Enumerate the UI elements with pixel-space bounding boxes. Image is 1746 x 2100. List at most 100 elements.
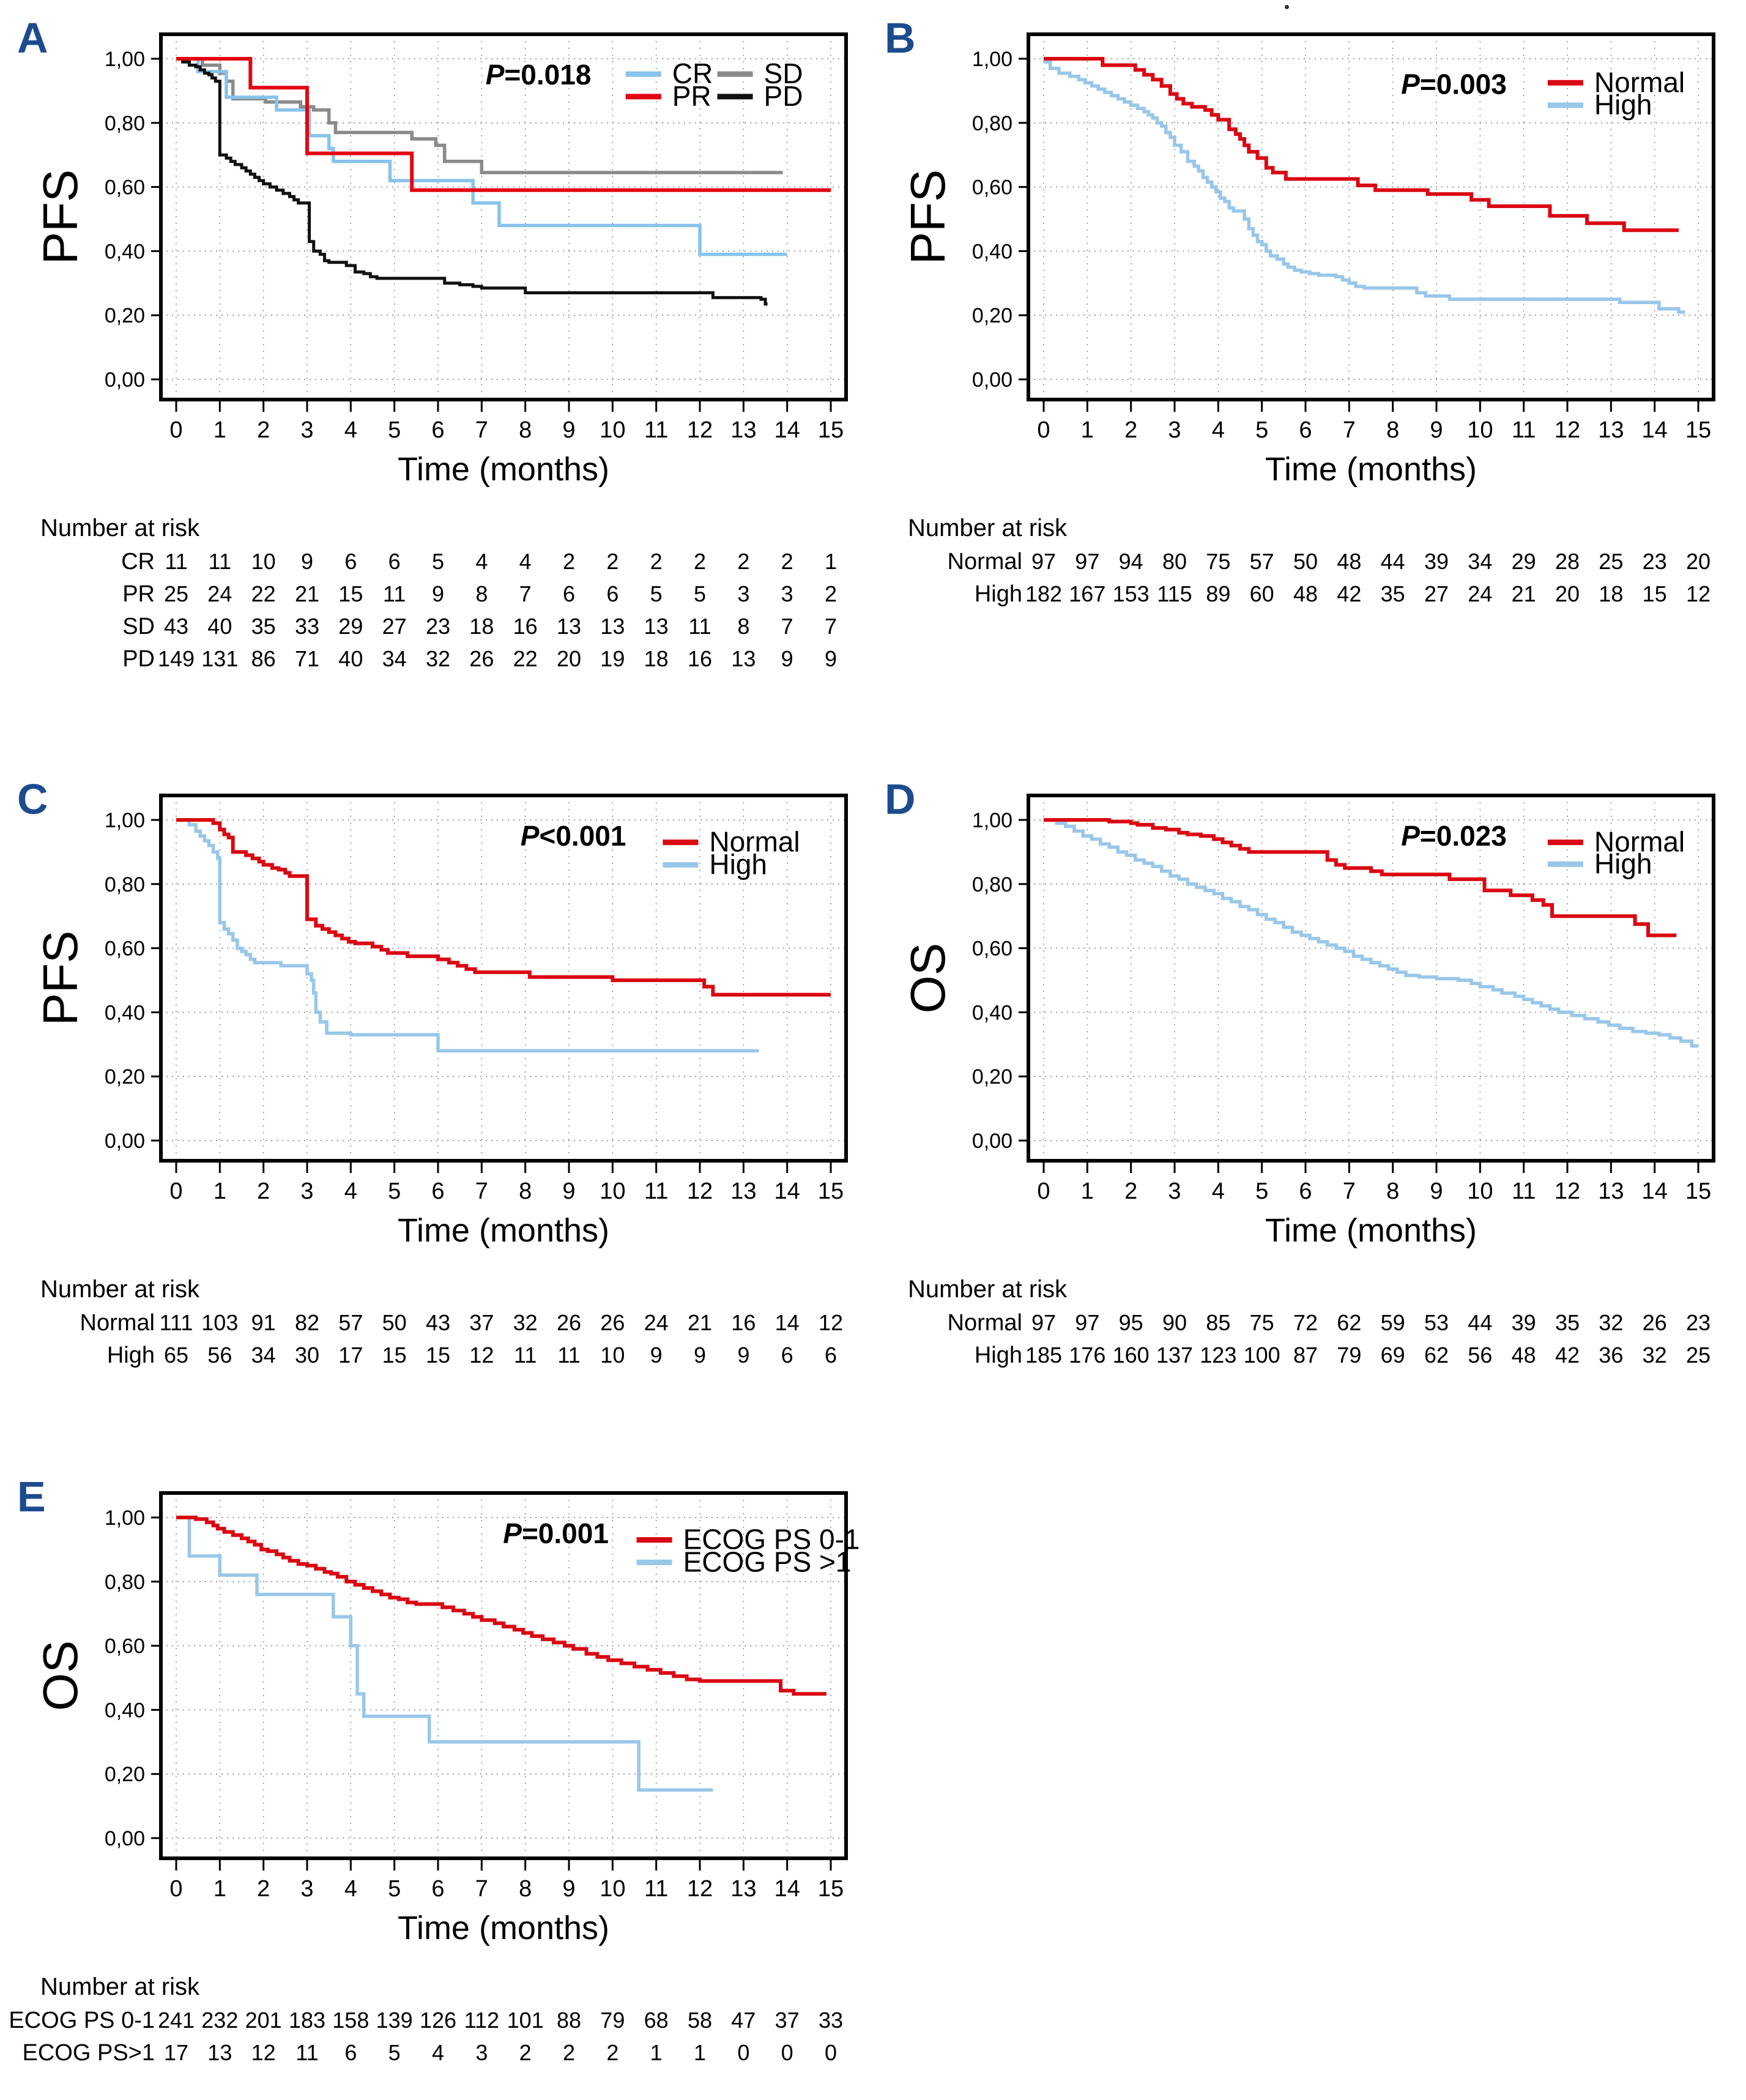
svg-text:9: 9 bbox=[562, 1178, 575, 1204]
svg-text:97: 97 bbox=[1075, 549, 1099, 574]
svg-text:131: 131 bbox=[201, 646, 238, 671]
svg-text:97: 97 bbox=[1031, 1310, 1056, 1335]
svg-text:0,80: 0,80 bbox=[972, 873, 1012, 896]
svg-text:Time (months): Time (months) bbox=[1265, 1212, 1477, 1249]
svg-text:3: 3 bbox=[300, 1178, 313, 1204]
svg-text:34: 34 bbox=[382, 646, 407, 671]
svg-text:2: 2 bbox=[606, 2040, 619, 2065]
svg-text:4: 4 bbox=[475, 549, 488, 574]
svg-text:29: 29 bbox=[338, 614, 363, 639]
svg-text:53: 53 bbox=[1424, 1310, 1449, 1335]
svg-text:PR: PR bbox=[122, 581, 155, 607]
svg-text:SD: SD bbox=[764, 58, 803, 89]
svg-text:11: 11 bbox=[557, 1342, 580, 1368]
svg-text:71: 71 bbox=[295, 646, 319, 671]
svg-text:6: 6 bbox=[388, 549, 401, 574]
svg-text:153: 153 bbox=[1113, 581, 1150, 606]
svg-text:4: 4 bbox=[1212, 417, 1225, 443]
svg-text:25: 25 bbox=[164, 581, 188, 606]
svg-text:10: 10 bbox=[600, 1178, 625, 1204]
svg-text:9: 9 bbox=[1430, 1178, 1443, 1204]
svg-text:103: 103 bbox=[201, 1310, 238, 1335]
svg-text:5: 5 bbox=[432, 549, 444, 574]
svg-text:91: 91 bbox=[251, 1310, 276, 1335]
svg-text:28: 28 bbox=[1555, 549, 1580, 574]
svg-text:0,20: 0,20 bbox=[972, 1065, 1012, 1089]
svg-text:62: 62 bbox=[1424, 1342, 1449, 1368]
svg-text:12: 12 bbox=[687, 1178, 713, 1204]
svg-text:68: 68 bbox=[644, 2008, 669, 2033]
svg-text:0,60: 0,60 bbox=[105, 1635, 145, 1658]
svg-text:4: 4 bbox=[344, 1876, 357, 1902]
svg-text:26: 26 bbox=[557, 1310, 581, 1335]
svg-text:13: 13 bbox=[207, 2040, 232, 2065]
svg-text:0,40: 0,40 bbox=[105, 1699, 145, 1722]
svg-text:12: 12 bbox=[251, 2040, 276, 2065]
svg-text:PD: PD bbox=[122, 646, 155, 672]
svg-text:85: 85 bbox=[1206, 1310, 1230, 1335]
svg-text:21: 21 bbox=[1512, 581, 1536, 606]
svg-text:87: 87 bbox=[1293, 1342, 1318, 1368]
svg-text:12: 12 bbox=[687, 417, 713, 443]
svg-text:11: 11 bbox=[514, 1342, 537, 1368]
svg-text:33: 33 bbox=[819, 2008, 843, 2033]
svg-text:8: 8 bbox=[1386, 417, 1399, 443]
svg-text:12: 12 bbox=[1686, 581, 1711, 606]
svg-text:94: 94 bbox=[1119, 549, 1143, 574]
svg-text:P=0.001: P=0.001 bbox=[503, 1517, 609, 1549]
svg-text:0,60: 0,60 bbox=[972, 937, 1012, 961]
svg-text:24: 24 bbox=[1468, 581, 1492, 606]
svg-text:16: 16 bbox=[513, 614, 538, 639]
svg-text:7: 7 bbox=[781, 614, 793, 639]
svg-text:High: High bbox=[975, 1342, 1022, 1368]
svg-text:34: 34 bbox=[1468, 549, 1492, 574]
svg-text:2: 2 bbox=[825, 581, 837, 606]
svg-text:25: 25 bbox=[1599, 549, 1623, 574]
svg-text:0: 0 bbox=[781, 2040, 793, 2065]
svg-text:1,00: 1,00 bbox=[105, 1506, 145, 1530]
svg-text:3: 3 bbox=[737, 581, 749, 606]
svg-text:13: 13 bbox=[644, 614, 669, 639]
svg-text:15: 15 bbox=[818, 1178, 844, 1204]
svg-text:13: 13 bbox=[557, 614, 581, 639]
svg-text:3: 3 bbox=[781, 581, 793, 606]
svg-text:3: 3 bbox=[300, 417, 313, 443]
svg-text:12: 12 bbox=[469, 1342, 494, 1368]
panel-letter: E bbox=[17, 1473, 46, 1521]
svg-text:0: 0 bbox=[169, 417, 182, 443]
svg-text:15: 15 bbox=[338, 581, 363, 606]
svg-text:60: 60 bbox=[1250, 581, 1274, 606]
svg-text:9: 9 bbox=[1430, 417, 1443, 443]
svg-text:79: 79 bbox=[1337, 1342, 1361, 1368]
panel-letter: D bbox=[885, 775, 916, 823]
svg-text:0,00: 0,00 bbox=[972, 368, 1012, 392]
svg-text:82: 82 bbox=[295, 1310, 319, 1335]
svg-text:5: 5 bbox=[388, 1178, 401, 1204]
km-chart-c: 1,000,800,600,400,200,000 1 2 3 4 5 6 7 8 9 10 11 12… bbox=[33, 794, 848, 1368]
svg-text:11: 11 bbox=[644, 417, 668, 443]
svg-text:ECOG PS 0-1: ECOG PS 0-1 bbox=[683, 1524, 860, 1555]
svg-text:50: 50 bbox=[382, 1310, 407, 1335]
svg-text:6: 6 bbox=[344, 2040, 357, 2065]
svg-text:11: 11 bbox=[644, 1876, 668, 1902]
svg-text:14: 14 bbox=[1642, 1178, 1668, 1204]
svg-text:0,40: 0,40 bbox=[972, 240, 1012, 263]
svg-text:2: 2 bbox=[650, 549, 663, 574]
svg-text:22: 22 bbox=[251, 581, 276, 606]
svg-text:4: 4 bbox=[519, 549, 532, 574]
svg-text:8: 8 bbox=[475, 581, 488, 606]
svg-text:Number at risk: Number at risk bbox=[40, 515, 200, 542]
svg-text:18: 18 bbox=[1599, 581, 1623, 606]
svg-text:Number at risk: Number at risk bbox=[40, 1276, 200, 1303]
svg-text:37: 37 bbox=[469, 1310, 494, 1335]
svg-text:8: 8 bbox=[519, 1876, 532, 1902]
svg-text:0,60: 0,60 bbox=[105, 176, 145, 199]
svg-text:27: 27 bbox=[1424, 581, 1449, 606]
svg-text:40: 40 bbox=[207, 614, 232, 639]
svg-text:13: 13 bbox=[730, 1178, 756, 1204]
svg-text:24: 24 bbox=[207, 581, 232, 606]
svg-text:0,80: 0,80 bbox=[105, 1571, 145, 1594]
svg-text:17: 17 bbox=[164, 2040, 188, 2065]
svg-text:1: 1 bbox=[650, 2040, 663, 2065]
svg-text:15: 15 bbox=[818, 417, 844, 443]
